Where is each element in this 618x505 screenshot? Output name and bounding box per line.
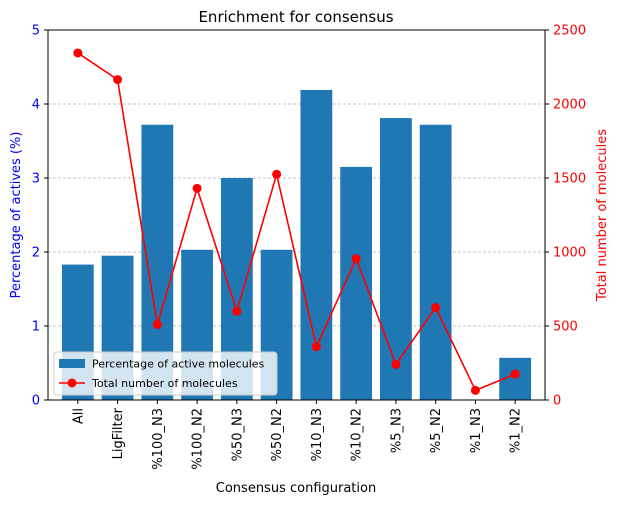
right-axis-ticks: 0 500 1000 1500 2000 2500 — [545, 24, 586, 409]
y2-tick-label: 500 — [553, 320, 578, 335]
left-axis-ticks: 0 1 2 3 4 5 — [32, 24, 48, 409]
line-point — [73, 48, 83, 58]
bar — [419, 124, 452, 400]
y-tick-label: 0 — [32, 394, 40, 409]
x-tick-label: %5_N3 — [389, 408, 404, 453]
x-axis-ticks: All LigFilter %100_N3 %100_N2 %50_N3 %50_N2 %1… — [71, 400, 524, 470]
x-tick-label: %5_N2 — [429, 408, 444, 453]
x-tick-label: LigFilter — [111, 407, 126, 459]
line-point — [470, 385, 480, 395]
line-point — [152, 320, 162, 330]
line-point — [311, 342, 321, 352]
x-tick-label: %50_N2 — [270, 408, 285, 461]
legend-swatch-marker — [67, 378, 77, 388]
x-tick-label: All — [71, 408, 86, 424]
y-axis-label: Percentage of actives (%) — [9, 132, 24, 299]
line-point — [391, 359, 401, 369]
chart-title: Enrichment for consensus — [198, 8, 393, 26]
line-path — [77, 52, 516, 392]
y-tick-label: 2 — [32, 246, 40, 261]
line-point — [351, 254, 361, 264]
line-point — [510, 369, 520, 379]
line-series — [73, 48, 520, 395]
plot-frame — [47, 29, 546, 401]
x-tick-label: %10_N3 — [310, 408, 325, 461]
bar — [300, 89, 333, 400]
legend-label-line: Total number of molecules — [91, 377, 238, 390]
y2-tick-label: 2000 — [553, 98, 586, 113]
x-tick-label: %1_N2 — [509, 408, 524, 453]
line-point — [431, 303, 441, 312]
y2-tick-label: 1000 — [553, 246, 586, 261]
x-tick-label: %100_N2 — [191, 408, 206, 470]
y2-tick-label: 0 — [553, 394, 561, 409]
y2-tick-label: 2500 — [553, 24, 586, 39]
line-point — [272, 169, 282, 179]
x-tick-label: %10_N2 — [350, 408, 365, 461]
legend: Percentage of active molecules Total numb… — [53, 351, 278, 396]
y-tick-label: 1 — [32, 320, 40, 335]
y2-axis-label: Total number of molecules — [595, 129, 610, 302]
x-tick-label: %50_N3 — [230, 408, 245, 461]
line-point — [232, 306, 242, 316]
y2-tick-label: 1500 — [553, 172, 586, 187]
line-point — [113, 75, 123, 85]
y-tick-label: 5 — [32, 24, 40, 39]
y-tick-label: 4 — [32, 98, 40, 113]
line-point — [192, 183, 202, 193]
x-tick-label: %100_N3 — [151, 408, 166, 470]
legend-label-bars: Percentage of active molecules — [92, 358, 265, 371]
x-axis-label: Consensus configuration — [216, 481, 376, 496]
x-tick-label: %1_N3 — [469, 408, 484, 453]
y-tick-label: 3 — [32, 172, 40, 187]
legend-box — [53, 351, 278, 396]
legend-swatch-bars — [59, 359, 85, 368]
bar — [379, 118, 412, 400]
